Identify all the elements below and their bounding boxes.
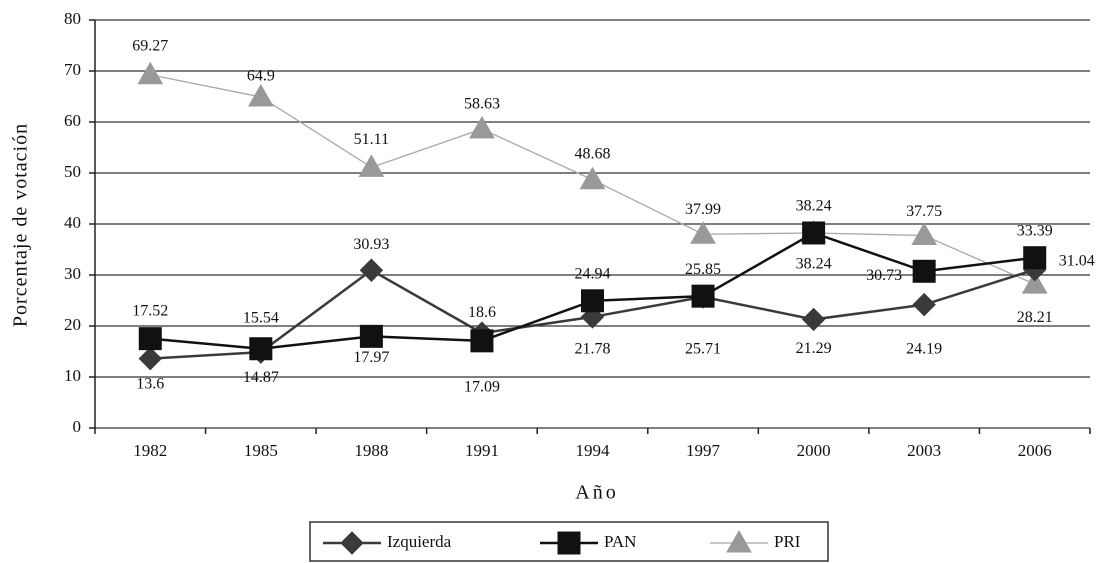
data-label: 13.6 bbox=[136, 375, 164, 392]
data-point bbox=[690, 221, 716, 244]
data-point bbox=[359, 258, 384, 282]
legend-marker bbox=[340, 531, 364, 555]
data-label: 14.87 bbox=[243, 369, 279, 386]
y-tick-label: 10 bbox=[64, 366, 81, 385]
data-point bbox=[579, 166, 606, 190]
data-point bbox=[247, 84, 274, 107]
data-label: 15.54 bbox=[243, 309, 279, 326]
x-tick-label: 1991 bbox=[465, 441, 499, 460]
data-point bbox=[912, 259, 936, 283]
data-label: 17.97 bbox=[353, 349, 389, 366]
data-label: 38.24 bbox=[796, 256, 832, 273]
data-point bbox=[249, 337, 273, 361]
data-label: 38.24 bbox=[796, 198, 832, 215]
data-label: 18.6 bbox=[468, 304, 496, 321]
data-point bbox=[581, 289, 604, 313]
data-point bbox=[359, 324, 383, 348]
y-tick-label: 60 bbox=[64, 111, 81, 130]
data-point bbox=[911, 222, 938, 245]
y-tick-label: 30 bbox=[64, 264, 81, 283]
x-tick-label: 1988 bbox=[354, 441, 388, 460]
data-label: 37.99 bbox=[685, 201, 721, 218]
data-label: 64.9 bbox=[247, 68, 275, 85]
x-axis-label: Año bbox=[575, 482, 618, 504]
y-tick-label: 0 bbox=[73, 417, 82, 436]
y-tick-label: 70 bbox=[64, 60, 81, 79]
data-label: 48.68 bbox=[575, 145, 611, 162]
data-point bbox=[358, 154, 385, 177]
data-point bbox=[912, 292, 936, 317]
x-tick-label: 2006 bbox=[1018, 441, 1052, 460]
data-label: 21.29 bbox=[796, 340, 832, 357]
data-label: 24.19 bbox=[906, 340, 942, 357]
data-point bbox=[138, 346, 162, 371]
data-label: 17.52 bbox=[132, 302, 168, 319]
y-axis-label: Porcentaje de votación bbox=[10, 123, 32, 327]
data-point bbox=[469, 115, 495, 139]
data-point bbox=[802, 221, 826, 245]
data-point bbox=[691, 284, 715, 308]
data-label: 17.09 bbox=[464, 379, 500, 396]
legend-label: PAN bbox=[604, 532, 636, 551]
data-label: 37.75 bbox=[906, 203, 942, 220]
x-tick-label: 1994 bbox=[576, 441, 611, 460]
y-tick-label: 50 bbox=[64, 162, 81, 181]
legend-label: Izquierda bbox=[387, 532, 452, 551]
data-point bbox=[1021, 271, 1048, 294]
legend-marker bbox=[557, 531, 581, 555]
x-tick-label: 2000 bbox=[797, 441, 831, 460]
legend-label: PRI bbox=[774, 532, 801, 551]
x-tick-label: 1982 bbox=[133, 441, 167, 460]
data-label: 30.93 bbox=[353, 236, 389, 253]
x-tick-label: 2003 bbox=[907, 441, 941, 460]
data-label: 33.39 bbox=[1017, 222, 1053, 239]
data-point bbox=[470, 329, 494, 353]
y-tick-label: 20 bbox=[64, 315, 81, 334]
data-label: 25.85 bbox=[685, 261, 721, 278]
data-label: 25.71 bbox=[685, 341, 721, 358]
data-label: 51.11 bbox=[354, 131, 389, 148]
data-label: 69.27 bbox=[132, 37, 168, 54]
data-label: 28.21 bbox=[1017, 309, 1053, 326]
data-point bbox=[801, 307, 826, 332]
data-point bbox=[138, 327, 162, 351]
data-label: 58.63 bbox=[464, 96, 500, 113]
data-label: 21.78 bbox=[575, 341, 611, 358]
data-label: 31.04 bbox=[1059, 252, 1095, 269]
data-label: 30.73 bbox=[866, 267, 902, 284]
legend-marker bbox=[726, 529, 752, 553]
y-tick-label: 40 bbox=[64, 213, 81, 232]
y-tick-label: 80 bbox=[64, 9, 81, 28]
x-tick-label: 1985 bbox=[244, 441, 278, 460]
data-label: 24.94 bbox=[575, 265, 611, 282]
x-tick-label: 1997 bbox=[686, 441, 721, 460]
data-point bbox=[1023, 246, 1047, 270]
data-point bbox=[137, 61, 164, 85]
